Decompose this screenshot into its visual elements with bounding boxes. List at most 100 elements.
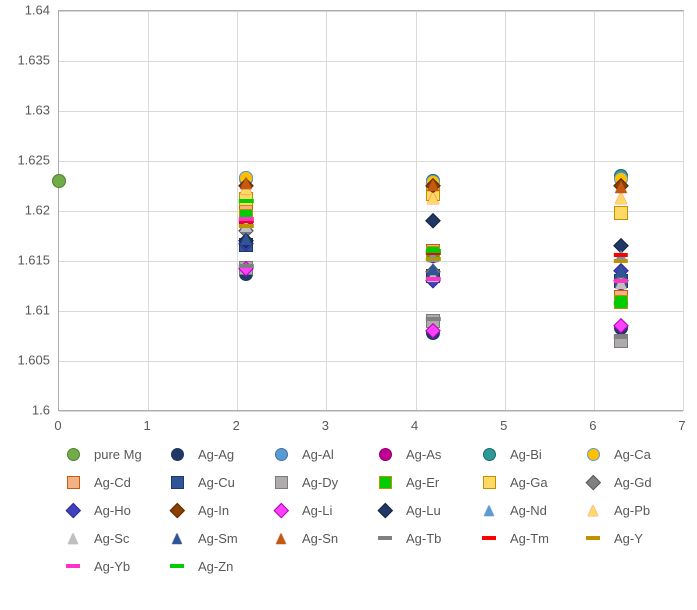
legend-label: Ag-In [198, 503, 229, 518]
legend-marker-ag_zn [162, 560, 192, 572]
point-pure_mg [52, 174, 66, 188]
legend-marker-ag_cu [162, 476, 192, 488]
point-ag_zn [613, 301, 627, 305]
legend-label: Ag-Pb [614, 503, 650, 518]
legend-item-ag_in: Ag-In [162, 496, 266, 524]
legend-item-ag_lu: Ag-Lu [370, 496, 474, 524]
legend-item-ag_yb: Ag-Yb [58, 552, 162, 580]
point-ag_tm [613, 253, 627, 257]
xtick-label: 3 [322, 418, 329, 433]
point-ag_sn [615, 181, 627, 193]
legend-label: Ag-Tb [406, 531, 441, 546]
legend-item-ag_ag: Ag-Ag [162, 440, 266, 468]
legend-marker-ag_sm [162, 532, 192, 544]
xtick-label: 7 [678, 418, 685, 433]
legend-marker-ag_sn [266, 532, 296, 544]
legend-marker-ag_tb [370, 532, 400, 544]
legend-label: Ag-Ga [510, 475, 548, 490]
point-ag_sm [240, 233, 252, 245]
legend-item-ag_er: Ag-Er [370, 468, 474, 496]
ytick-label: 1.63 [0, 103, 50, 118]
legend-marker-ag_cd [58, 476, 88, 488]
ytick-label: 1.6 [0, 403, 50, 418]
legend-label: Ag-Yb [94, 559, 130, 574]
ytick-label: 1.605 [0, 353, 50, 368]
ytick-label: 1.635 [0, 53, 50, 68]
xtick-label: 6 [589, 418, 596, 433]
point-ag_ga [614, 206, 628, 220]
legend-marker-ag_yb [58, 560, 88, 572]
point-ag_yb [239, 217, 253, 221]
legend-item-ag_gd: Ag-Gd [578, 468, 682, 496]
legend-item-ag_ga: Ag-Ga [474, 468, 578, 496]
legend-marker-pure_mg [58, 448, 88, 460]
point-ag_y [613, 259, 627, 263]
legend-item-ag_tb: Ag-Tb [370, 524, 474, 552]
legend-item-ag_ho: Ag-Ho [58, 496, 162, 524]
point-ag_yb [426, 277, 440, 281]
xtick-label: 4 [411, 418, 418, 433]
legend-label: Ag-Ag [198, 447, 234, 462]
legend-label: Ag-Nd [510, 503, 547, 518]
legend-label: Ag-Cd [94, 475, 131, 490]
legend-marker-ag_bi [474, 448, 504, 460]
legend-item-ag_cd: Ag-Cd [58, 468, 162, 496]
point-ag_zn [426, 249, 440, 253]
point-ag_yb [613, 279, 627, 283]
legend-marker-ag_tm [474, 532, 504, 544]
plot-area [58, 10, 684, 411]
legend: pure Mg Ag-Ag Ag-Al Ag-As Ag-Bi Ag-Ca Ag-Cd Ag-… [58, 440, 682, 580]
xtick-label: 2 [233, 418, 240, 433]
xtick-label: 1 [144, 418, 151, 433]
legend-marker-ag_ga [474, 476, 504, 488]
legend-item-ag_as: Ag-As [370, 440, 474, 468]
point-ag_sm [427, 263, 439, 275]
legend-marker-ag_sc [58, 532, 88, 544]
point-ag_li [428, 325, 439, 336]
legend-marker-ag_gd [578, 476, 608, 488]
legend-item-ag_nd: Ag-Nd [474, 496, 578, 524]
legend-item-ag_pb: Ag-Pb [578, 496, 682, 524]
point-ag_tb [613, 335, 627, 339]
legend-item-ag_sc: Ag-Sc [58, 524, 162, 552]
legend-marker-ag_dy [266, 476, 296, 488]
legend-label: Ag-Gd [614, 475, 652, 490]
legend-item-ag_sm: Ag-Sm [162, 524, 266, 552]
legend-marker-ag_y [578, 532, 608, 544]
legend-label: Ag-Li [302, 503, 332, 518]
ytick-label: 1.64 [0, 3, 50, 18]
point-ag_pb [427, 192, 439, 204]
legend-item-ag_al: Ag-Al [266, 440, 370, 468]
legend-label: Ag-Zn [198, 559, 233, 574]
point-ag_li [615, 320, 626, 331]
legend-label: pure Mg [94, 447, 142, 462]
legend-marker-ag_ag [162, 448, 192, 460]
legend-item-ag_cu: Ag-Cu [162, 468, 266, 496]
point-ag_sn [427, 179, 439, 191]
legend-marker-ag_al [266, 448, 296, 460]
legend-item-ag_zn: Ag-Zn [162, 552, 266, 580]
legend-label: Ag-Bi [510, 447, 542, 462]
ytick-label: 1.61 [0, 303, 50, 318]
legend-marker-ag_in [162, 504, 192, 516]
legend-label: Ag-Ca [614, 447, 651, 462]
legend-item-ag_ca: Ag-Ca [578, 440, 682, 468]
legend-label: Ag-Lu [406, 503, 441, 518]
legend-item-ag_sn: Ag-Sn [266, 524, 370, 552]
legend-marker-ag_er [370, 476, 400, 488]
xtick-label: 0 [54, 418, 61, 433]
point-ag_y [426, 257, 440, 261]
point-ag_zn [239, 199, 253, 203]
point-ag_tb [239, 264, 253, 268]
legend-marker-ag_li [266, 504, 296, 516]
legend-marker-ag_ca [578, 448, 608, 460]
legend-label: Ag-As [406, 447, 441, 462]
point-ag_sm [615, 265, 627, 277]
legend-marker-ag_as [370, 448, 400, 460]
ytick-label: 1.625 [0, 153, 50, 168]
point-ag_y [239, 224, 253, 228]
legend-item-ag_dy: Ag-Dy [266, 468, 370, 496]
legend-label: Ag-Y [614, 531, 643, 546]
legend-label: Ag-Al [302, 447, 334, 462]
legend-label: Ag-Dy [302, 475, 338, 490]
